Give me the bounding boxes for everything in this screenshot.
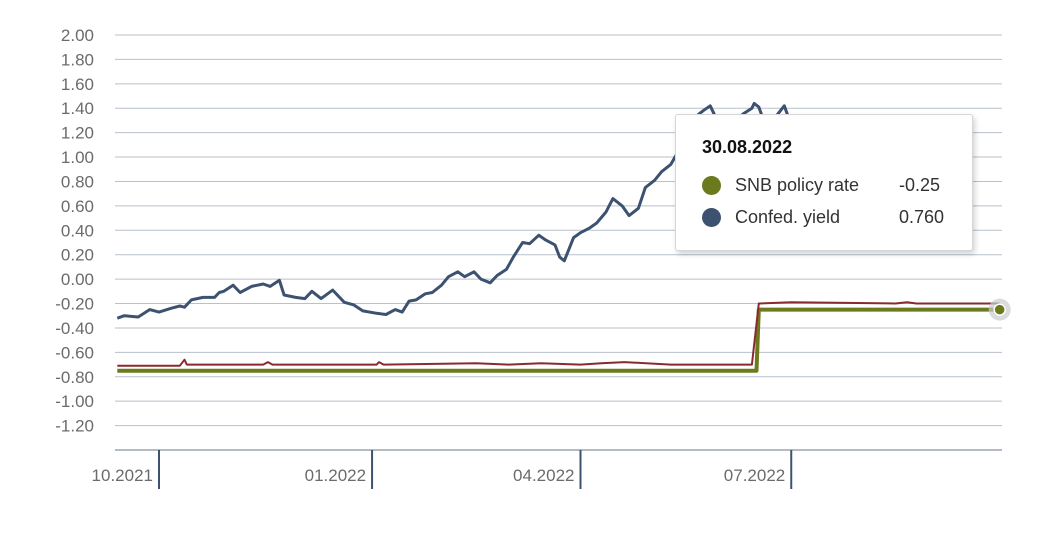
y-tick-label: -0.40 — [55, 319, 94, 338]
x-tick-label: 10.2021 — [92, 466, 153, 485]
y-tick-label: 0.00 — [61, 270, 94, 289]
y-tick-label: -1.20 — [55, 417, 94, 436]
chart-tooltip: 30.08.2022 SNB policy rate -0.25 Confed.… — [675, 114, 973, 251]
gridlines — [115, 34, 1002, 427]
y-tick-label: 1.60 — [61, 75, 94, 94]
tooltip-series-name: Confed. yield — [735, 207, 841, 227]
hover-point — [993, 303, 1006, 316]
series-line-secondary-rate — [117, 301, 1000, 367]
y-tick-label: -0.80 — [55, 368, 94, 387]
y-tick-label: 0.40 — [61, 221, 94, 240]
tooltip-row-snb-policy-rate: SNB policy rate -0.25 — [702, 175, 962, 199]
x-axis: 10.2021 01.2022 04.2022 07.2022 — [92, 449, 1002, 489]
y-tick-label: 2.00 — [61, 26, 94, 45]
series-lines — [116, 101, 1000, 373]
series-line-snb-policy-rate — [117, 307, 1000, 373]
tooltip-series-name: SNB policy rate — [735, 175, 860, 195]
tooltip-series-value: 0.760 — [899, 207, 945, 227]
y-tick-label: 1.00 — [61, 148, 94, 167]
x-tick-label: 07.2022 — [724, 466, 785, 485]
y-axis: 2.00 1.80 1.60 1.40 1.20 1.00 0.80 0.60 0.40 0.20… — [55, 26, 94, 436]
tooltip-row-confed-yield: Confed. yield 0.760 — [702, 207, 962, 231]
y-tick-label: 1.40 — [61, 99, 94, 118]
series-line-confed-yield — [116, 101, 932, 320]
series-color-dot — [702, 208, 721, 227]
y-tick-label: 0.20 — [61, 246, 94, 265]
series-color-dot — [702, 176, 721, 195]
x-tick-label: 01.2022 — [305, 466, 366, 485]
x-tick-label: 04.2022 — [513, 466, 574, 485]
tooltip-date: 30.08.2022 — [702, 137, 793, 157]
y-tick-label: 1.20 — [61, 124, 94, 143]
y-tick-label: -0.60 — [55, 343, 94, 362]
y-tick-label: -0.20 — [55, 295, 94, 314]
y-tick-label: 0.60 — [61, 197, 94, 216]
tooltip-series-value: -0.25 — [899, 175, 941, 195]
y-tick-label: 0.80 — [61, 172, 94, 191]
y-tick-label: 1.80 — [61, 50, 94, 69]
y-tick-label: -1.00 — [55, 392, 94, 411]
